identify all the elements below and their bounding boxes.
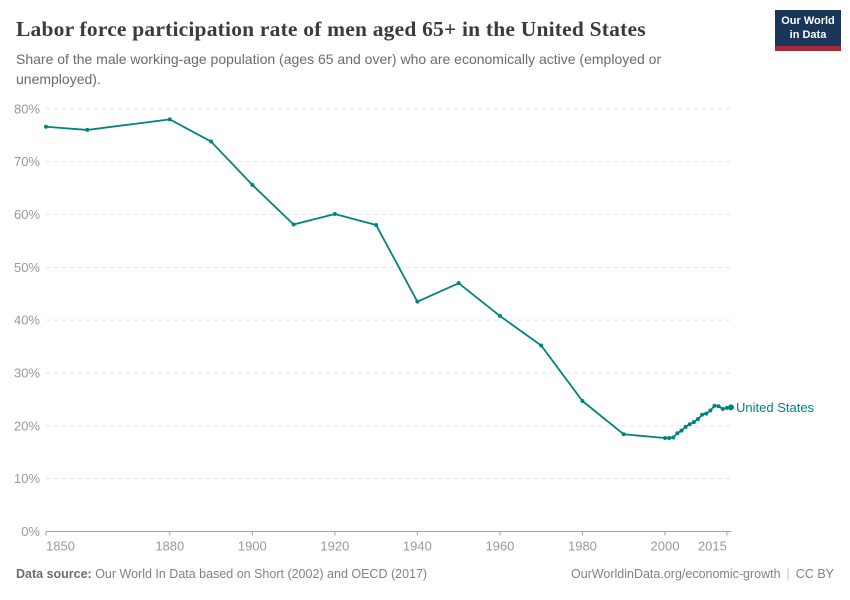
y-axis-label: 20% [14,418,40,433]
x-axis-label: 1900 [238,539,267,554]
data-point[interactable] [728,404,734,411]
data-point[interactable] [456,281,461,286]
data-point[interactable] [679,428,684,433]
y-axis-label: 40% [14,313,40,328]
data-point[interactable] [712,403,717,408]
data-point[interactable] [667,435,672,440]
data-point[interactable] [687,422,692,427]
x-axis-label: 1960 [485,539,514,554]
x-axis-label: 2015 [698,539,727,554]
data-point[interactable] [675,431,680,436]
data-point[interactable] [209,139,214,144]
data-point[interactable] [85,127,90,132]
y-axis-label: 50% [14,260,40,275]
y-axis-label: 10% [14,471,40,486]
data-point[interactable] [374,223,379,228]
chart-footer: Data source: Our World In Data based on … [16,567,834,582]
data-point[interactable] [662,435,667,440]
y-axis-label: 80% [14,101,40,116]
data-point[interactable] [720,406,725,411]
data-point[interactable] [580,398,585,403]
y-axis-label: 30% [14,365,40,380]
chart-subtitle: Share of the male working-age population… [16,51,662,87]
x-axis-label: 1980 [568,539,597,554]
data-source-label: Data source: [16,567,92,581]
data-point[interactable] [704,411,709,416]
data-point[interactable] [332,211,337,216]
data-source-text: Our World In Data based on Short (2002) … [91,567,428,581]
data-point[interactable] [708,408,713,413]
data-point[interactable] [44,124,48,129]
data-point[interactable] [691,420,696,425]
owid-logo: Our World in Data [775,10,841,51]
data-point[interactable] [671,435,676,440]
owid-logo-line2: in Data [789,28,827,41]
license-line: OurWorldinData.org/economic-growth | CC BY [571,567,834,582]
data-point[interactable] [167,117,172,122]
data-point[interactable] [716,404,721,409]
x-axis-label: 1850 [46,539,75,554]
y-axis-label: 70% [14,154,40,169]
data-point[interactable] [683,424,688,429]
license-label: CC BY [795,567,834,581]
page-title: Labor force participation rate of men ag… [16,17,646,41]
data-point[interactable] [250,182,255,187]
owid-link[interactable]: OurWorldinData.org/economic-growth [570,567,781,581]
data-source: Data source: Our World In Data based on … [16,567,427,582]
series-line[interactable] [45,118,732,439]
x-axis-label: 1940 [403,539,432,554]
series-label[interactable]: United States [736,400,815,415]
data-point[interactable] [724,405,729,410]
data-point[interactable] [497,313,502,318]
chart-header: Labor force participation rate of men ag… [0,0,850,89]
footer-separator: | [786,567,790,581]
data-point[interactable] [695,416,700,421]
data-point[interactable] [621,432,626,437]
x-axis-label: 1880 [155,539,184,554]
owid-logo-line1: Our World [781,15,835,27]
x-axis-label: 2000 [651,539,680,554]
x-axis-label: 1920 [320,539,349,554]
y-axis-label: 60% [14,207,40,222]
data-point[interactable] [415,299,420,304]
data-point[interactable] [291,222,296,227]
data-point[interactable] [700,412,705,417]
data-point[interactable] [539,343,544,348]
y-axis-label: 0% [21,524,40,539]
